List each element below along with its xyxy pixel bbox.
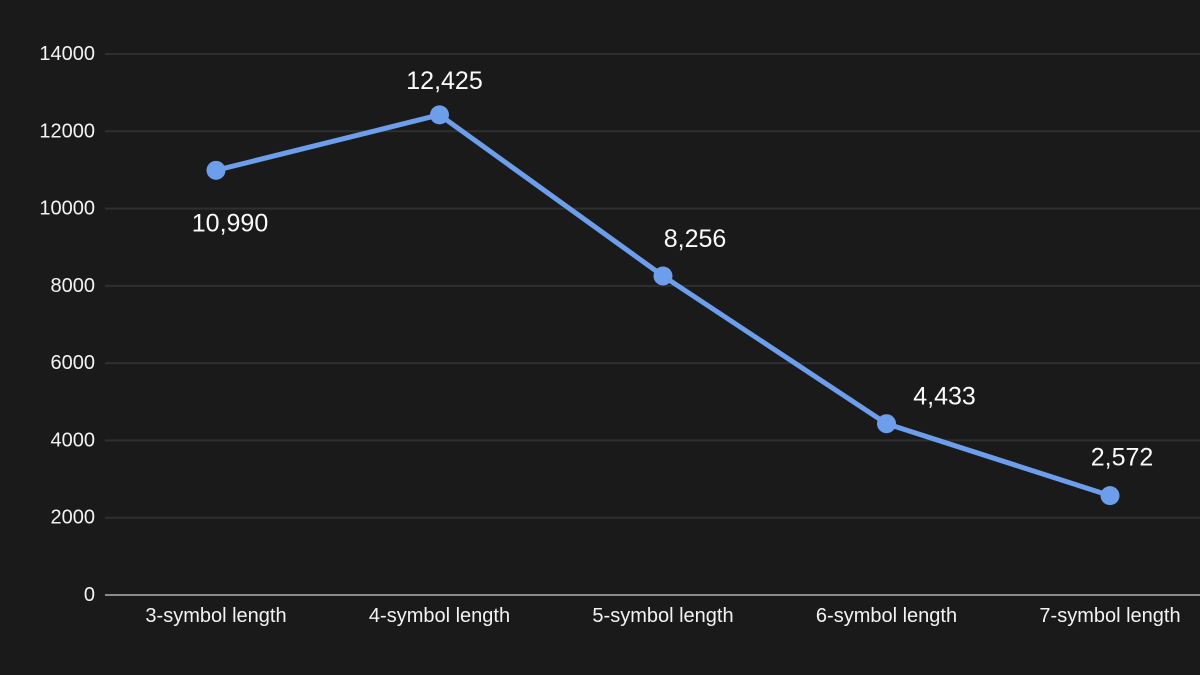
y-axis-tick-label: 4000 [51, 429, 96, 451]
y-axis-tick-label: 6000 [51, 352, 96, 374]
x-axis-category-label: 6-symbol length [816, 605, 957, 627]
y-axis-tick-label: 2000 [51, 507, 96, 529]
data-point-label: 2,572 [1091, 444, 1154, 472]
y-axis-tick-label: 0 [84, 584, 95, 606]
y-axis-tick-label: 12000 [39, 120, 95, 142]
data-point-label: 8,256 [664, 225, 727, 253]
data-point-marker [877, 414, 896, 434]
x-axis-category-label: 7-symbol length [1039, 605, 1180, 627]
data-point-label: 12,425 [406, 67, 482, 95]
data-point-marker [206, 160, 226, 180]
data-point-label: 4,433 [913, 383, 976, 411]
y-axis-tick-label: 8000 [51, 275, 96, 297]
x-axis-category-label: 3-symbol length [145, 605, 286, 627]
data-point-marker [1100, 486, 1120, 506]
data-point-label: 10,990 [192, 209, 268, 237]
y-axis-tick-label: 14000 [39, 43, 95, 65]
x-axis-category-label: 4-symbol length [369, 605, 510, 627]
data-point-marker [653, 266, 673, 286]
y-axis-tick-label: 10000 [39, 198, 95, 220]
data-point-marker [430, 105, 449, 125]
x-axis-category-label: 5-symbol length [592, 605, 733, 627]
